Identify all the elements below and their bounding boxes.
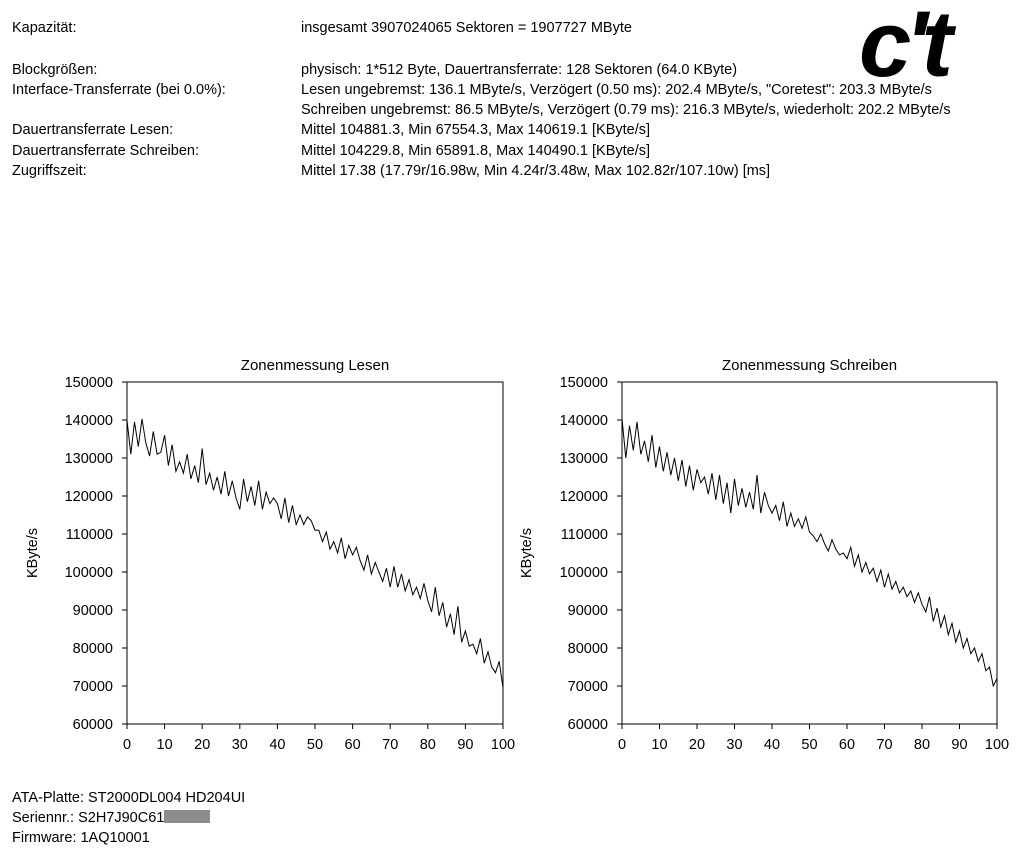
y-tick-label: 130000 (65, 451, 113, 467)
spec-value: Lesen ungebremst: 136.1 MByte/s, Verzöge… (301, 82, 932, 98)
y-tick-label: 70000 (568, 679, 608, 695)
y-tick-label: 80000 (568, 641, 608, 657)
x-tick-label: 40 (269, 737, 285, 753)
y-tick-label: 110000 (561, 527, 608, 543)
spec-value: Schreiben ungebremst: 86.5 MByte/s, Verz… (301, 102, 951, 118)
chart-title: Zonenmessung Lesen (241, 357, 389, 374)
y-tick-label: 100000 (560, 565, 608, 581)
spec-value: Mittel 17.38 (17.79r/16.98w, Min 4.24r/3… (301, 163, 771, 179)
y-tick-label: 100000 (65, 565, 113, 581)
serial-number: Seriennr.: S2H7J90C61 (12, 808, 211, 828)
x-tick-label: 60 (839, 737, 855, 753)
x-tick-label: 70 (382, 737, 398, 753)
y-tick-label: 70000 (73, 679, 113, 695)
spec-label: Kapazität: (12, 20, 77, 36)
y-tick-label: 110000 (66, 527, 113, 543)
x-tick-label: 50 (307, 737, 323, 753)
y-tick-label: 80000 (73, 641, 113, 657)
x-tick-label: 80 (420, 737, 436, 753)
spec-label: Zugriffszeit: (12, 163, 87, 179)
x-tick-label: 80 (914, 737, 930, 753)
y-tick-label: 90000 (568, 603, 608, 619)
chart-1: Zonenmessung Schreiben600007000080000900… (519, 357, 1009, 753)
x-tick-label: 10 (651, 737, 667, 753)
x-tick-label: 100 (491, 737, 515, 753)
spec-value: physisch: 1*512 Byte, Dauertransferrate:… (301, 62, 738, 78)
y-axis-label: KByte/s (25, 528, 41, 578)
svg-text:c't: c't (859, 0, 957, 84)
spec-label: Interface-Transferrate (bei 0.0%): (12, 82, 226, 98)
series-line (126, 418, 504, 688)
x-tick-label: 30 (232, 737, 248, 753)
y-axis-label: KByte/s (519, 528, 535, 578)
x-tick-label: 30 (726, 737, 742, 753)
spec-label: Blockgrößen: (12, 62, 98, 78)
disk-model: ATA-Platte: ST2000DL004 HD204UI (12, 790, 246, 806)
spec-label: Dauertransferrate Schreiben: (12, 143, 199, 159)
x-tick-label: 70 (876, 737, 892, 753)
series-line (621, 418, 998, 688)
chart-0: Zonenmessung Lesen 60000 70000 80000 90000 10… (25, 357, 515, 753)
x-tick-label: 20 (689, 737, 705, 753)
x-tick-label: 90 (457, 737, 473, 753)
y-tick-label: 120000 (560, 489, 608, 505)
y-tick-label: 150000 (560, 375, 608, 391)
y-tick-label: 120000 (65, 489, 113, 505)
redaction-bar (164, 810, 211, 823)
x-tick-label: 40 (764, 737, 780, 753)
x-tick-label: 0 (618, 737, 626, 753)
x-tick-label: 50 (801, 737, 817, 753)
firmware-version: Firmware: 1AQ10001 (12, 830, 150, 846)
plot-frame (126, 381, 504, 725)
x-tick-label: 60 (345, 737, 361, 753)
y-tick-label: 60000 (568, 717, 608, 733)
x-tick-label: 0 (123, 737, 131, 753)
plot-frame (621, 381, 998, 725)
spec-value: Mittel 104229.8, Min 65891.8, Max 140490… (301, 143, 651, 159)
spec-value: Mittel 104881.3, Min 67554.3, Max 140619… (301, 122, 651, 138)
y-tick-label: 90000 (73, 603, 113, 619)
x-tick-label: 90 (951, 737, 967, 753)
x-tick-label: 100 (985, 737, 1009, 753)
serial-text: Seriennr.: S2H7J90C61 (12, 810, 165, 826)
chart-title: Zonenmessung Schreiben (722, 357, 897, 374)
y-tick-label: 150000 (65, 375, 113, 391)
y-tick-label: 140000 (560, 413, 608, 429)
y-tick-label: 130000 (560, 451, 608, 467)
x-tick-label: 20 (194, 737, 210, 753)
spec-label: Dauertransferrate Lesen: (12, 122, 174, 138)
ct-logo: c't (859, 0, 963, 84)
x-tick-label: 10 (157, 737, 173, 753)
spec-value: insgesamt 3907024065 Sektoren = 1907727 … (301, 20, 632, 36)
y-tick-label: 60000 (73, 717, 113, 733)
y-tick-label: 140000 (65, 413, 113, 429)
